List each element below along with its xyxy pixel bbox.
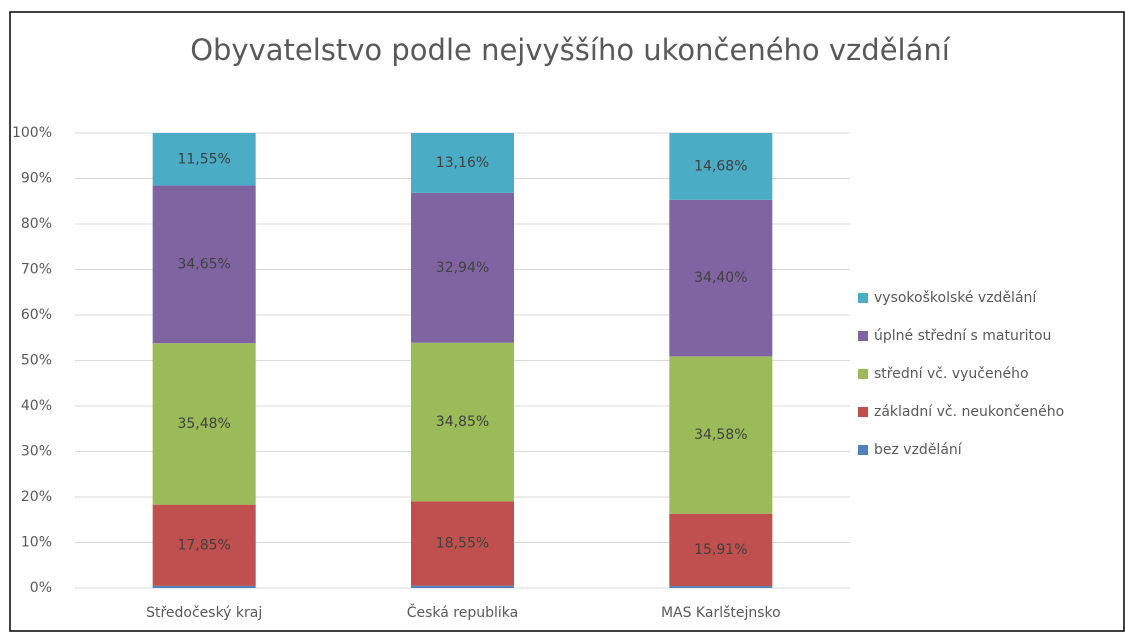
y-tick-label: 70% [21,262,52,278]
bar-segment [669,133,773,200]
data-label: 15,91% [694,542,747,558]
data-label: 34,40% [694,270,747,286]
data-label: 35,48% [177,416,230,432]
bar-segment [669,356,773,514]
x-tick-label: MAS Karlštejnsko [661,605,781,621]
bar-segment [411,585,514,588]
data-label: 13,16% [436,155,489,171]
x-tick-label: Česká republika [407,603,519,621]
legend-swatch [858,293,868,303]
legend-swatch [858,445,868,455]
legend-label: střední vč. vyučeného [874,366,1029,382]
legend-label: úplné střední s maturitou [874,328,1051,344]
y-tick-label: 40% [21,398,52,414]
data-label: 11,55% [177,151,230,167]
y-tick-label: 60% [21,307,52,323]
legend-swatch [858,407,868,417]
legend-label: vysokoškolské vzdělání [874,290,1037,306]
data-label: 34,85% [436,414,489,430]
chart-title: Obyvatelstvo podle nejvyššího ukončeného… [190,33,951,67]
bar-segment [152,343,256,505]
data-label: 14,68% [694,158,747,174]
bar-segment [152,504,256,586]
legend-label: základní vč. neukončeného [874,404,1064,420]
bar-segment [669,513,773,587]
bar-segment [669,199,773,357]
bar-segment [152,133,256,186]
bar-segment [411,192,514,343]
y-tick-label: 100% [12,125,52,141]
legend-swatch [858,369,868,379]
data-label: 34,65% [177,256,230,272]
data-label: 17,85% [177,537,230,553]
bar-segment [411,133,514,193]
bar-segment [152,585,256,588]
legend-swatch [858,331,868,341]
data-label: 34,58% [694,427,747,443]
y-tick-label: 80% [21,216,52,232]
y-tick-label: 30% [21,444,52,460]
legend-label: bez vzdělání [874,442,963,458]
y-tick-label: 20% [21,489,52,505]
bar-segment [669,586,773,588]
y-tick-label: 50% [21,353,52,369]
bar-segment [152,185,256,344]
y-tick-label: 90% [21,171,52,187]
data-label: 18,55% [436,536,489,552]
x-tick-label: Středočeský kraj [146,605,262,621]
data-label: 32,94% [436,260,489,276]
bar-segment [411,342,514,502]
y-tick-label: 0% [30,580,52,596]
y-tick-label: 10% [21,535,52,551]
bar-segment [411,501,514,586]
